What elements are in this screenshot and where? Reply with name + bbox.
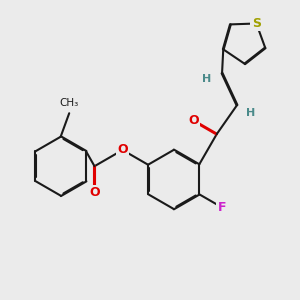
Text: H: H bbox=[202, 74, 212, 84]
Text: O: O bbox=[188, 114, 199, 128]
Text: H: H bbox=[246, 108, 256, 118]
Text: O: O bbox=[117, 143, 128, 157]
Text: O: O bbox=[89, 186, 100, 199]
Text: S: S bbox=[252, 17, 261, 30]
Text: F: F bbox=[218, 201, 226, 214]
Text: CH₃: CH₃ bbox=[60, 98, 79, 108]
